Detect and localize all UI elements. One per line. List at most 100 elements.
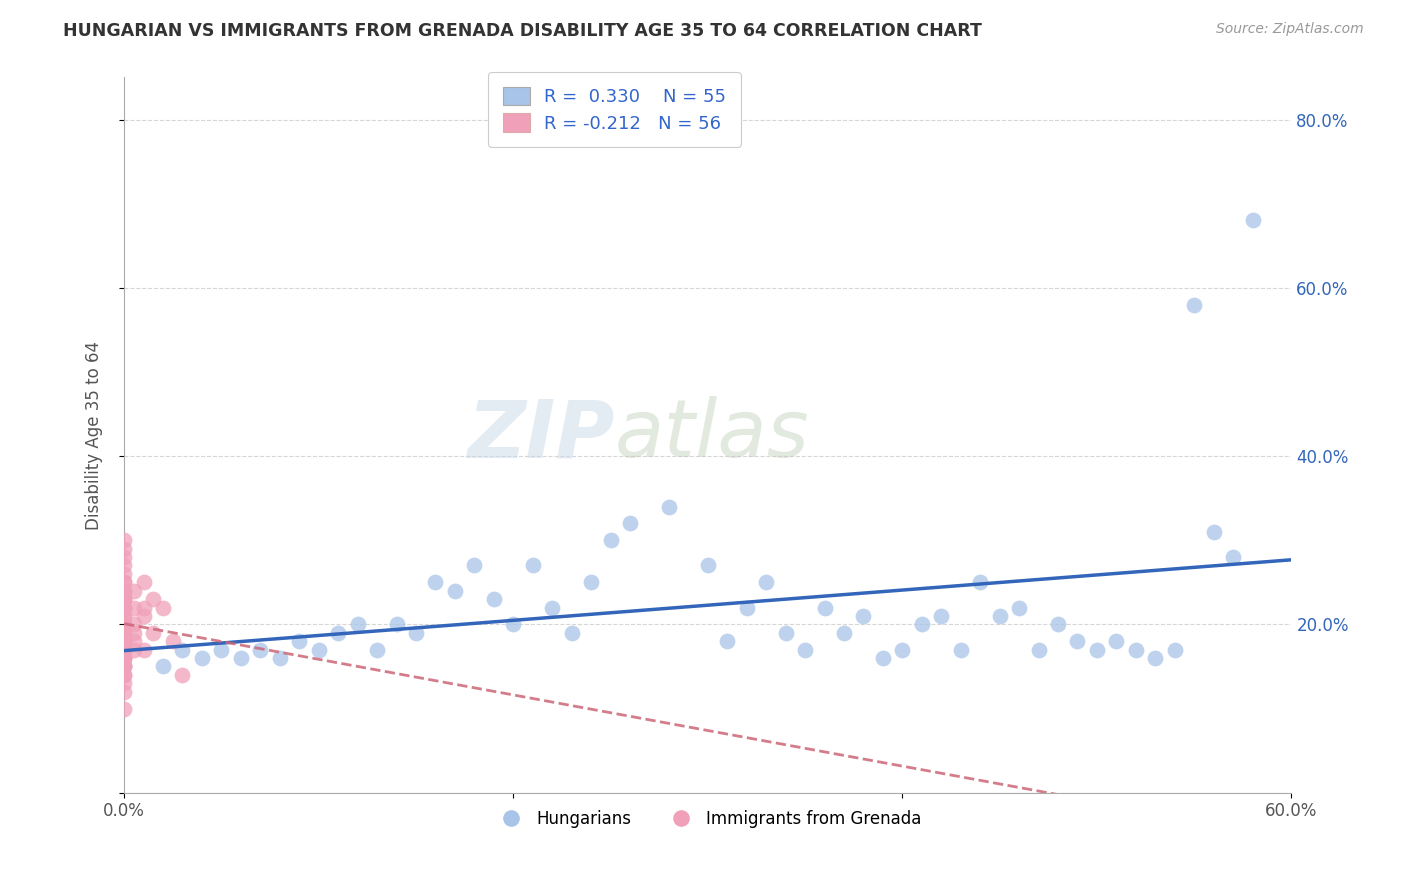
Point [579,575,602,590]
Point [249,642,271,657]
Point [112,659,135,673]
Point [122,634,145,648]
Legend: Hungarians, Immigrants from Grenada: Hungarians, Immigrants from Grenada [488,803,928,834]
Point [112,642,135,657]
Point [1085,642,1108,657]
Point [794,642,817,657]
Point [872,651,894,665]
Point [112,583,135,598]
Point [132,600,155,615]
Point [122,583,145,598]
Point [112,625,135,640]
Point [1105,634,1128,648]
Point [122,642,145,657]
Point [112,617,135,632]
Point [328,625,350,640]
Text: HUNGARIAN VS IMMIGRANTS FROM GRENADA DISABILITY AGE 35 TO 64 CORRELATION CHART: HUNGARIAN VS IMMIGRANTS FROM GRENADA DIS… [63,22,983,40]
Point [112,592,135,607]
Point [122,617,145,632]
Point [132,642,155,657]
Point [112,634,135,648]
Point [1241,213,1264,227]
Point [405,625,427,640]
Point [112,583,135,598]
Point [112,609,135,624]
Point [112,592,135,607]
Point [969,575,991,590]
Text: ZIP: ZIP [467,396,614,474]
Point [112,651,135,665]
Point [346,617,368,632]
Point [172,668,194,682]
Point [112,634,135,648]
Point [1008,600,1031,615]
Point [112,668,135,682]
Point [366,642,388,657]
Point [162,634,184,648]
Point [112,600,135,615]
Point [463,558,485,573]
Point [1144,651,1167,665]
Point [112,609,135,624]
Point [112,566,135,581]
Point [1202,524,1225,539]
Point [444,583,467,598]
Point [209,642,232,657]
Point [122,625,145,640]
Point [832,625,855,640]
Point [599,533,621,548]
Point [755,575,778,590]
Point [619,516,641,531]
Point [716,634,738,648]
Point [911,617,934,632]
Point [112,634,135,648]
Point [1182,298,1205,312]
Point [288,634,311,648]
Text: atlas: atlas [614,396,810,474]
Text: Source: ZipAtlas.com: Source: ZipAtlas.com [1216,22,1364,37]
Point [142,592,165,607]
Point [112,684,135,698]
Point [929,609,952,624]
Point [112,676,135,690]
Point [1028,642,1050,657]
Point [561,625,583,640]
Point [122,600,145,615]
Point [152,659,174,673]
Point [269,651,291,665]
Point [112,617,135,632]
Point [1066,634,1088,648]
Point [112,592,135,607]
Point [1046,617,1069,632]
Point [1164,642,1187,657]
Point [541,600,564,615]
Point [112,533,135,548]
Point [112,651,135,665]
Point [142,625,165,640]
Point [949,642,972,657]
Point [385,617,408,632]
Point [658,500,681,514]
Point [132,609,155,624]
Point [425,575,447,590]
Point [852,609,875,624]
Point [1222,550,1244,565]
Point [172,642,194,657]
Point [112,600,135,615]
Point [112,625,135,640]
Point [735,600,758,615]
Point [112,642,135,657]
Point [112,651,135,665]
Point [522,558,544,573]
Point [502,617,524,632]
Point [112,701,135,715]
Point [112,659,135,673]
Point [112,558,135,573]
Point [112,617,135,632]
Point [482,592,505,607]
Point [112,659,135,673]
Point [112,541,135,556]
Point [696,558,718,573]
Point [112,600,135,615]
Point [112,642,135,657]
